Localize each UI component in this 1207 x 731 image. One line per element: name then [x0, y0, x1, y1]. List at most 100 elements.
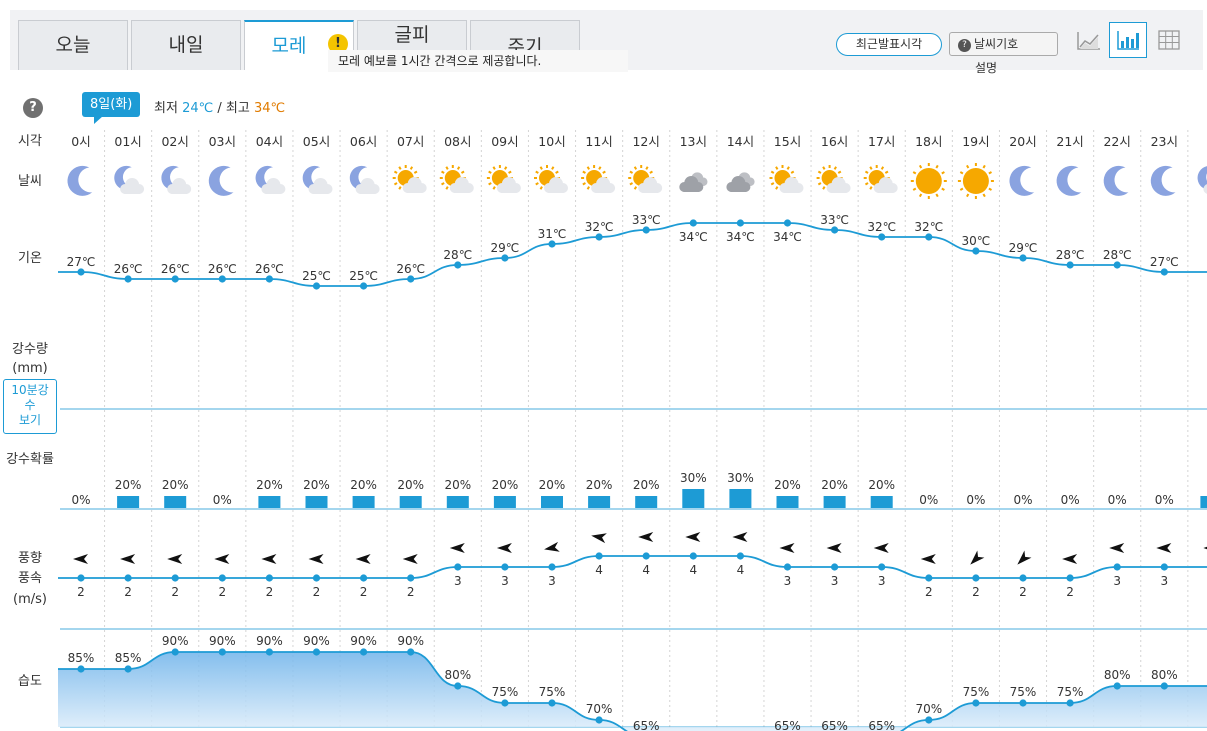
humidity-line	[58, 651, 1207, 731]
sun-ray	[770, 170, 775, 174]
arrow-head	[544, 541, 560, 552]
moon-shape	[1103, 165, 1129, 196]
precip-prob-bar	[493, 496, 516, 508]
wind-speed-point	[360, 574, 368, 582]
bar-chart-icon	[1117, 31, 1139, 50]
tab-label: 글피	[394, 24, 430, 46]
hour-label: 23시	[1151, 134, 1178, 149]
moon-shape	[1056, 165, 1082, 196]
humidity-point	[1160, 682, 1168, 690]
humidity-point	[124, 665, 132, 673]
temperature-point	[831, 226, 839, 234]
sun-icon	[910, 163, 947, 199]
sun-ray	[441, 182, 445, 186]
humidity-point	[265, 648, 273, 656]
tab-today[interactable]: 오늘	[18, 20, 128, 70]
latest-announcement-button[interactable]: 최근발표시각	[836, 33, 942, 56]
arrow-head	[355, 554, 371, 564]
hour-label: 08시	[444, 134, 471, 149]
sun-ray	[535, 182, 539, 186]
line-chart-view-button[interactable]	[1070, 22, 1108, 58]
wind-speed-point	[171, 574, 179, 582]
sun-ray	[508, 170, 512, 174]
sun-ray	[918, 164, 923, 169]
max-label: 최고	[225, 101, 250, 116]
bar-chart-view-button[interactable]	[1109, 22, 1147, 58]
wind-speed-label: 3	[548, 574, 556, 588]
wind-speed-point	[972, 574, 980, 582]
temperature-label: 26℃	[396, 262, 425, 276]
arrow-head	[308, 554, 324, 564]
min-label: 최저	[154, 101, 178, 116]
wind-speed-label: 3	[1113, 574, 1121, 588]
precip-prob-label: 20%	[821, 478, 848, 492]
help-icon[interactable]: ?	[23, 98, 43, 118]
ten-minute-precip-button[interactable]: 10분강 수 보기	[3, 379, 57, 434]
row-label-time: 시각	[18, 134, 42, 149]
moon-shape	[161, 165, 182, 190]
humidity-label: 65%	[633, 719, 660, 731]
temperature-point	[689, 219, 697, 227]
precip-prob-bar	[635, 496, 658, 508]
cloud-shape	[779, 177, 804, 193]
wind-speed-label: 3	[454, 574, 462, 588]
wind-speed-label: 4	[689, 563, 697, 577]
moon-shape	[349, 165, 370, 190]
info-icon[interactable]: !	[328, 34, 348, 54]
sun-ray	[959, 187, 964, 191]
cloud-base	[640, 187, 661, 193]
tab-tomorrow[interactable]: 내일	[131, 20, 241, 70]
precip-prob-label: 20%	[303, 478, 330, 492]
wind-speed-label: 2	[1019, 585, 1027, 599]
sun-ray	[398, 186, 402, 190]
arrow-head	[1109, 543, 1125, 553]
wind-speed-point	[1066, 574, 1074, 582]
wind-speed-label: 2	[925, 585, 933, 599]
humidity-label: 90%	[303, 634, 330, 648]
cloud-base	[828, 187, 849, 193]
sun-cloud-icon	[628, 165, 663, 193]
wind-direction-arrow-icon	[873, 543, 889, 553]
sun-ray	[982, 193, 986, 198]
table-view-button[interactable]	[1150, 22, 1188, 58]
temperature-point	[783, 219, 792, 227]
separator: /	[217, 101, 222, 116]
wind-speed-label: 2	[1066, 585, 1074, 599]
temperature-point	[925, 233, 933, 241]
precip-prob-label: 20%	[774, 478, 801, 492]
precip-prob-bar	[164, 496, 187, 508]
wind-speed-point	[501, 563, 509, 571]
temperature-point	[595, 233, 603, 241]
humidity-label: 75%	[1010, 685, 1037, 699]
precip-prob-bar	[446, 496, 469, 508]
wind-speed-label: 3	[784, 574, 792, 588]
moon-cloud-icon	[255, 165, 286, 194]
precip-prob-label: 0%	[1155, 493, 1174, 507]
temperature-point	[736, 219, 745, 227]
precip-prob-label: 0%	[966, 493, 985, 507]
precip-prob-bar	[776, 496, 799, 508]
weather-symbol-button[interactable]: ? 날씨기호	[949, 32, 1058, 56]
temperature-label: 32℃	[867, 220, 896, 234]
row-label-wind-speed: 풍속	[18, 571, 42, 586]
precip-prob-label: 0%	[213, 493, 232, 507]
sun-ray	[413, 170, 418, 174]
sun-ray	[504, 166, 508, 170]
humidity-label: 80%	[1151, 668, 1178, 682]
row-label-weather: 날씨	[18, 174, 42, 189]
wind-direction-arrow-icon	[308, 554, 324, 564]
sun-ray	[941, 171, 945, 175]
wind-speed-label: 2	[124, 585, 132, 599]
hour-label: 10시	[538, 134, 565, 149]
ten-minute-label-line: 수	[24, 398, 36, 412]
sun-cloud-icon	[816, 165, 851, 193]
hour-label: 19시	[962, 134, 989, 149]
hour-label: 12시	[632, 134, 659, 149]
wind-speed-label: 2	[360, 585, 368, 599]
precip-prob-label: 30%	[680, 471, 707, 485]
arrow-head	[1156, 543, 1172, 553]
wind-speed-label: 3	[831, 574, 839, 588]
temperature-label: 25℃	[349, 269, 378, 283]
temperature-point	[1113, 261, 1121, 269]
